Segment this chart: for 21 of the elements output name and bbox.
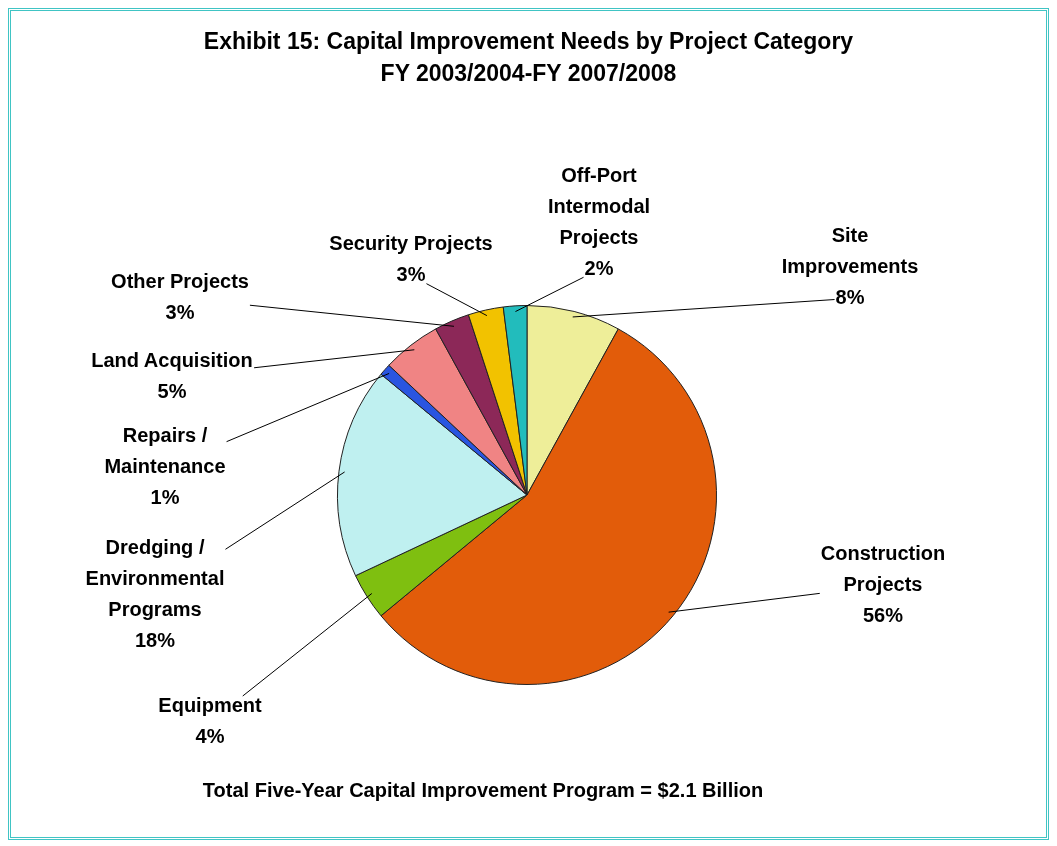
chart-title: Exhibit 15: Capital Improvement Needs by Project Category (203, 28, 854, 55)
chart-subtitle: FY 2003/2004-FY 2007/2008 (380, 60, 677, 87)
data-label: 4% (195, 725, 225, 748)
slice-label: Equipment (158, 694, 262, 717)
slice-label: Site Improvements (781, 224, 919, 278)
data-label: 18% (134, 629, 176, 652)
data-label: 3% (165, 301, 195, 324)
data-label: 56% (862, 604, 904, 627)
slice-label: Off-Port Intermodal Projects (547, 164, 651, 249)
slice-label: Repairs / Maintenance (104, 424, 226, 478)
slice-label: Other Projects (111, 270, 249, 293)
data-label: 2% (584, 257, 614, 280)
data-label: 1% (150, 486, 180, 509)
slice-label: Dredging / Environmental Programs (85, 536, 225, 621)
text: Total Five-Year Capital Improvement Program = $2.1 Billion (202, 778, 764, 801)
slice-label: Land Acquisition (91, 349, 253, 372)
slice-label: Security Projects (329, 232, 493, 255)
data-label: 3% (396, 263, 426, 286)
slice-label: Construction Projects (820, 542, 946, 596)
data-label: 8% (835, 286, 865, 309)
data-label: 5% (157, 380, 187, 403)
